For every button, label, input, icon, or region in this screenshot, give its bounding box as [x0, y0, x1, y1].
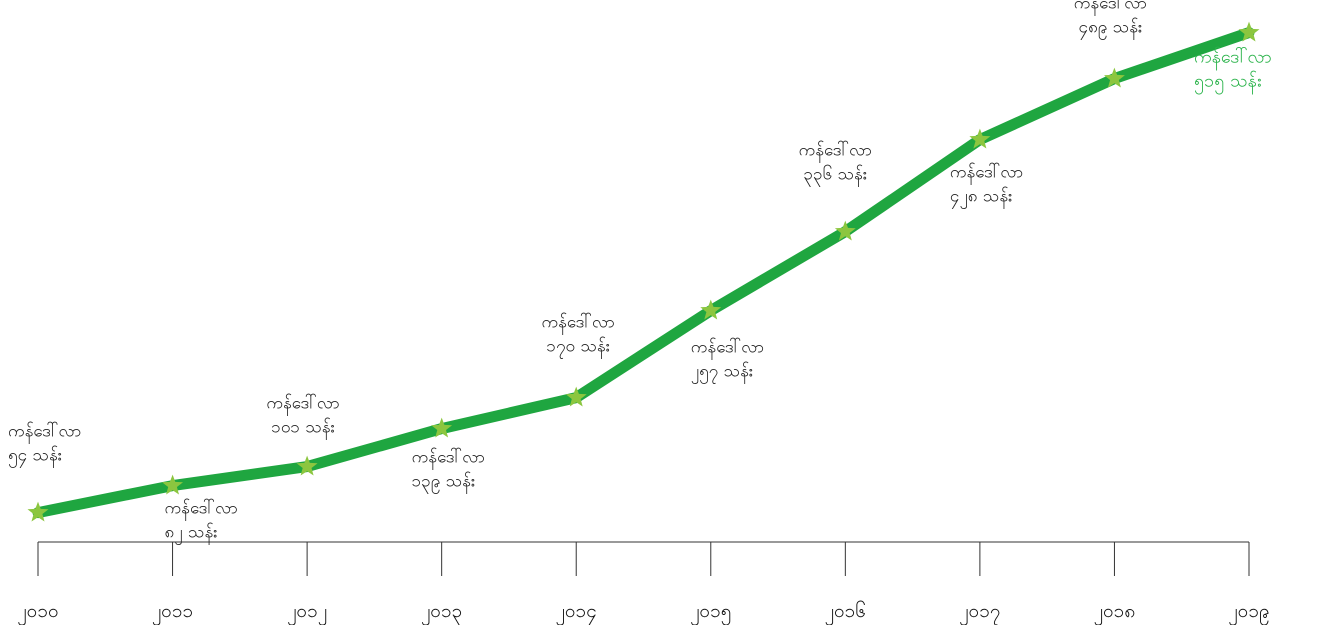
data-point-star [834, 220, 856, 241]
data-point-star [27, 501, 49, 522]
data-label-amount: ၄၂၈ သန်း [950, 187, 1013, 210]
data-label-amount: ၁၃၉ သန်း [412, 472, 476, 495]
x-tick-label: ၂၀၁၈ [1094, 600, 1136, 625]
data-label-currency: ကန်ဒေါ်လာ [266, 393, 339, 417]
data-label-currency: ကန်ဒေါ်လာ [799, 140, 872, 164]
data-label-currency: ကန်ဒေါ်လာ [950, 162, 1023, 186]
data-label-amount: ၈၂ သန်း [165, 523, 218, 546]
data-label: ကန်ဒေါ်လာ၁၀၁ သန်း [266, 393, 339, 441]
data-label-currency: ကန်ဒေါ်လာ [412, 447, 485, 471]
data-label: ကန်ဒေါ်လာ၃၃၆ သန်း [799, 140, 872, 188]
data-label-currency: ကန်ဒေါ်လာ [691, 337, 764, 361]
data-label-amount: ၄၈၉ သန်း [1079, 18, 1143, 41]
x-tick-label: ၂၀၁၄ [556, 600, 597, 625]
data-point-star [296, 455, 318, 476]
x-tick-label: ၂၀၁၆ [825, 599, 866, 625]
data-point-star [1104, 67, 1125, 88]
x-tick-label: ၂၀၁၉ [1228, 600, 1269, 625]
x-tick-label: ၂၀၁၅ [690, 600, 731, 625]
data-point-star [1238, 21, 1260, 42]
data-label-currency: ကန်ဒေါ်လာ [1194, 47, 1272, 71]
marker-layer [27, 21, 1260, 522]
data-label-amount: ၅၄ သန်း [8, 446, 62, 469]
data-label-amount: ၃၃၆ သန်း [804, 164, 868, 188]
x-tick-label: ၂၀၁၀ [17, 600, 58, 625]
data-label: ကန်ဒေါ်လာ၁၇၀ သန်း [541, 312, 614, 360]
data-label-layer: ကန်ဒေါ်လာ၅၄ သန်းကန်ဒေါ်လာ၈၂ သန်းကန်ဒေါ်လ… [8, 0, 1272, 546]
data-label: ကန်ဒေါ်လာ၁၃၉ သန်း [412, 447, 485, 495]
data-point-star [700, 299, 722, 320]
data-label: ကန်ဒေါ်လာ၂၅၇ သန်း [691, 337, 764, 385]
data-label-currency: ကန်ဒေါ်လာ [541, 312, 614, 336]
series-line-layer [32, 27, 1255, 519]
data-point-star [431, 417, 453, 438]
x-tick-label: ၂၀၁၂ [287, 600, 327, 625]
x-axis: ၂၀၁၀ ၂၀၁၁ ၂၀၁၂ ၂၀၁၃ ၂၀၁၄ ၂၀၁၅ ၂၀၁၆ ၂၀၁၇ ၂၀၁၈ ၂၀၁၉ [17, 541, 1270, 625]
data-label: ကန်ဒေါ်လာ၅၄ သန်း [8, 421, 81, 469]
data-label: ကန်ဒေါ်လာ၈၂ သန်း [165, 498, 238, 546]
data-label: ကန်ဒေါ်လာ၅၁၅ သန်း [1194, 47, 1272, 95]
data-label-amount: ၂၅၇ သန်း [691, 362, 753, 385]
data-point-star [969, 128, 991, 149]
data-label-amount: ၁၀၁ သန်း [271, 418, 335, 441]
x-tick-label: ၂၀၁၇ [959, 600, 1000, 625]
series-line [32, 27, 1255, 519]
data-label-currency: ကန်ဒေါ်လာ [1074, 0, 1147, 17]
data-point-star [565, 386, 587, 407]
data-label-amount: ၅၁၅ သန်း [1194, 71, 1261, 95]
data-label-currency: ကန်ဒေါ်လာ [165, 498, 238, 522]
data-label: ကန်ဒေါ်လာ၄၈၉ သန်း [1074, 0, 1147, 41]
data-label-currency: ကန်ဒေါ်လာ [8, 421, 81, 445]
x-tick-label: ၂၀၁၃ [421, 600, 462, 625]
data-label-amount: ၁၇၀ သန်း [546, 337, 610, 360]
data-label: ကန်ဒေါ်လာ၄၂၈ သန်း [950, 162, 1023, 210]
data-point-star [162, 474, 183, 495]
x-tick-label: ၂၀၁၁ [152, 600, 193, 625]
